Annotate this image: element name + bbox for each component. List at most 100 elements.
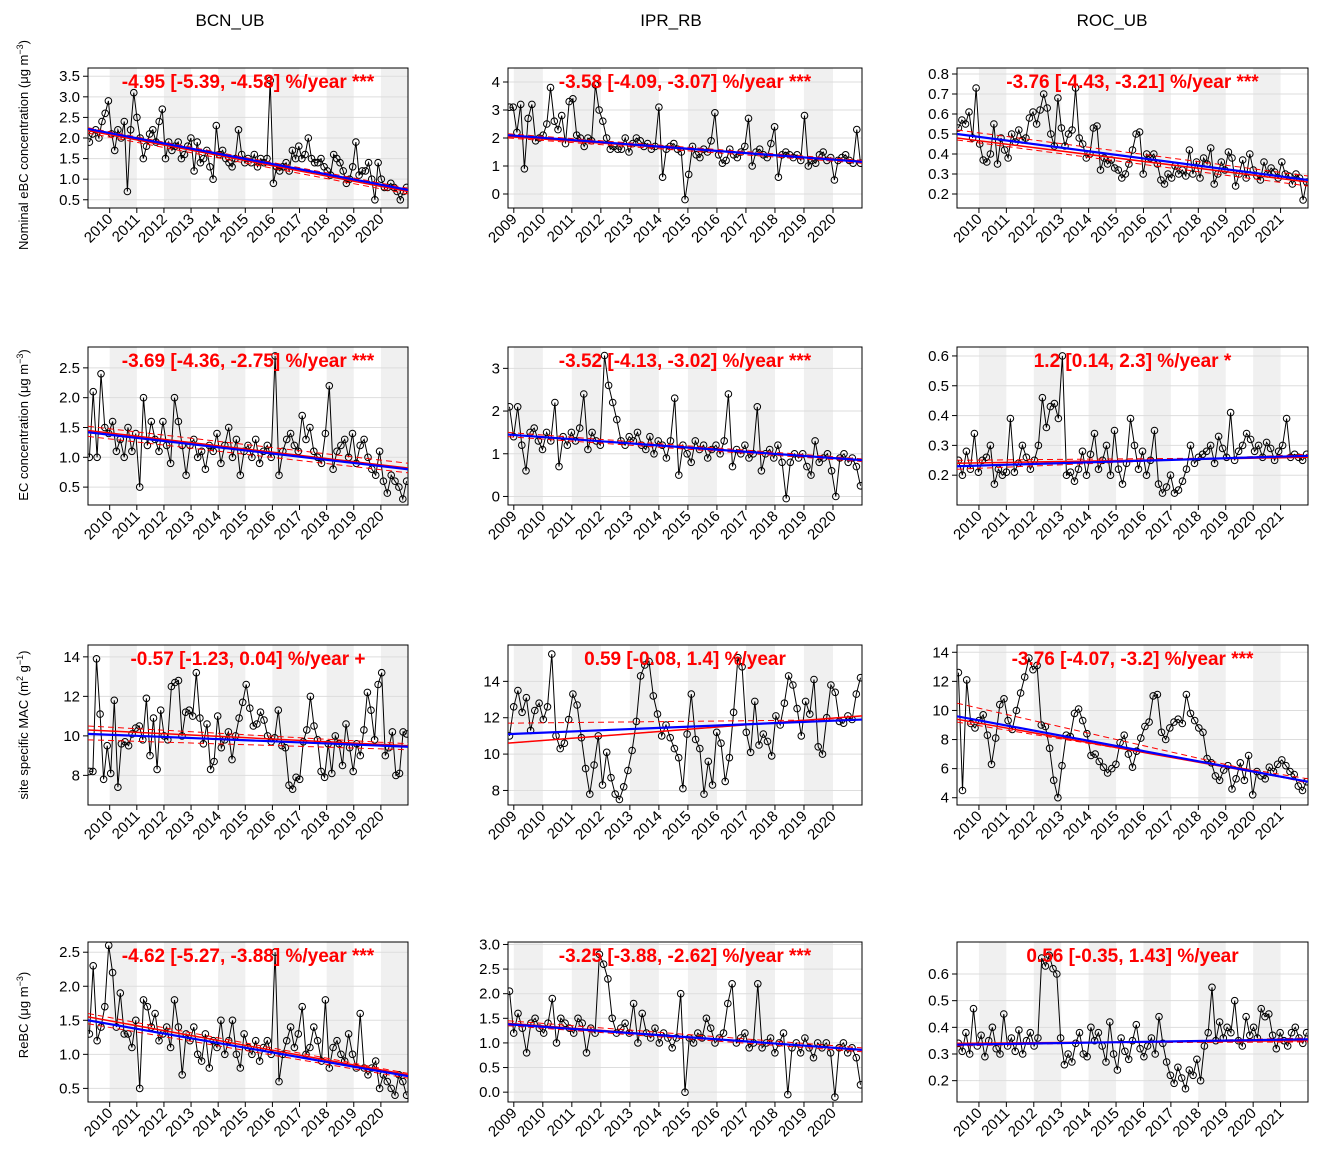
data-point bbox=[228, 1016, 237, 1025]
data-point bbox=[1036, 106, 1044, 114]
data-point bbox=[317, 154, 325, 163]
data-point bbox=[120, 453, 128, 462]
data-point bbox=[190, 1023, 198, 1031]
data-point bbox=[962, 676, 971, 684]
data-point bbox=[348, 429, 357, 438]
x-tick-label: 2018 bbox=[1170, 211, 1206, 247]
data-point bbox=[97, 370, 105, 378]
data-point bbox=[561, 1019, 569, 1028]
y-tick-label: 4 bbox=[941, 790, 949, 807]
data-point bbox=[1083, 1052, 1091, 1061]
year-shade bbox=[1253, 68, 1281, 208]
data-point bbox=[182, 471, 190, 480]
data-point bbox=[1157, 728, 1166, 737]
series-group bbox=[508, 351, 862, 503]
x-tick-label: 2016 bbox=[244, 808, 280, 844]
data-point bbox=[962, 447, 971, 456]
trend-annotation: -4.95 [-5.39, -4.58] %/year *** bbox=[122, 72, 375, 93]
data-point bbox=[1018, 441, 1027, 450]
data-point bbox=[801, 1034, 809, 1042]
x-tick-label: 2016 bbox=[688, 1105, 724, 1141]
x-tick-label: 2011 bbox=[109, 808, 144, 843]
data-point bbox=[288, 146, 297, 155]
x-tick-label: 2016 bbox=[688, 808, 724, 844]
data-point bbox=[224, 423, 233, 432]
x-tick-label: 2018 bbox=[298, 1105, 334, 1141]
x-tick-label: 2020 bbox=[804, 1105, 840, 1141]
data-point bbox=[1186, 441, 1195, 450]
data-point bbox=[1257, 1004, 1265, 1013]
data-point bbox=[655, 1039, 664, 1047]
data-point bbox=[1177, 1074, 1186, 1082]
data-point bbox=[1012, 706, 1021, 715]
data-point bbox=[1210, 459, 1219, 468]
series-line bbox=[89, 658, 407, 791]
data-point bbox=[1186, 709, 1195, 718]
data-point bbox=[1010, 468, 1019, 477]
data-point bbox=[1018, 1050, 1027, 1058]
x-tick-label: 2019 bbox=[1197, 1105, 1233, 1141]
data-point bbox=[509, 1029, 518, 1037]
data-point bbox=[302, 435, 310, 444]
data-point bbox=[1049, 776, 1058, 785]
data-point bbox=[704, 757, 713, 766]
data-point bbox=[1093, 122, 1101, 130]
data-point bbox=[520, 165, 529, 173]
data-point bbox=[352, 138, 360, 146]
data-point bbox=[116, 989, 125, 997]
trend-line-blue bbox=[88, 1019, 408, 1078]
data-point bbox=[1034, 1034, 1042, 1042]
trend-annotation: -0.57 [-1.23, 0.04] %/year + bbox=[130, 649, 365, 670]
data-point bbox=[728, 462, 737, 471]
plot-frame bbox=[87, 644, 409, 806]
data-point bbox=[856, 482, 862, 490]
data-point bbox=[691, 735, 700, 744]
year-shade bbox=[803, 645, 833, 805]
data-point bbox=[657, 732, 666, 740]
data-point bbox=[240, 1030, 248, 1038]
plot-frame bbox=[87, 941, 409, 1103]
data-point bbox=[155, 117, 163, 126]
data-point bbox=[1042, 423, 1051, 432]
x-tick-label: 2014 bbox=[1060, 1105, 1096, 1141]
trend-line-blue bbox=[957, 454, 1308, 468]
trend-line-blue bbox=[508, 1023, 862, 1051]
y-tick-label: 1 bbox=[492, 158, 500, 175]
data-point bbox=[1150, 426, 1159, 435]
y-tick-label: 8 bbox=[72, 767, 80, 784]
data-point bbox=[983, 158, 991, 166]
x-tick-label: 2019 bbox=[775, 808, 811, 844]
data-point bbox=[793, 151, 801, 159]
x-tick-label: 2020 bbox=[1224, 1105, 1260, 1141]
data-point bbox=[771, 1049, 779, 1057]
data-point bbox=[242, 680, 250, 689]
x-tick-label: 2013 bbox=[601, 808, 637, 844]
x-tick-label: 2018 bbox=[298, 211, 334, 247]
data-point bbox=[1090, 1036, 1099, 1045]
data-point bbox=[392, 771, 400, 780]
series-group bbox=[88, 942, 408, 1099]
data-point bbox=[1022, 453, 1031, 462]
trend-ci-line bbox=[508, 1025, 862, 1053]
data-point bbox=[621, 134, 630, 142]
data-point bbox=[560, 739, 569, 748]
data-point bbox=[1078, 140, 1087, 148]
data-point bbox=[213, 712, 222, 720]
data-point bbox=[574, 1014, 582, 1023]
plot-frame bbox=[87, 346, 409, 506]
x-tick-label: 2014 bbox=[189, 508, 225, 544]
year-shade bbox=[1253, 942, 1281, 1102]
data-point bbox=[1015, 1026, 1023, 1034]
data-point bbox=[733, 153, 742, 162]
data-point bbox=[1145, 718, 1153, 726]
data-point bbox=[1054, 414, 1063, 423]
data-point bbox=[174, 417, 183, 426]
data-point bbox=[1086, 450, 1095, 459]
data-point bbox=[193, 453, 202, 462]
x-tick-label: 2014 bbox=[189, 1105, 225, 1141]
series-group bbox=[88, 655, 408, 794]
y-tick-label: 0.5 bbox=[59, 1080, 80, 1097]
data-point bbox=[681, 195, 689, 204]
x-tick-label: 2017 bbox=[271, 1105, 307, 1141]
data-point bbox=[965, 108, 973, 116]
